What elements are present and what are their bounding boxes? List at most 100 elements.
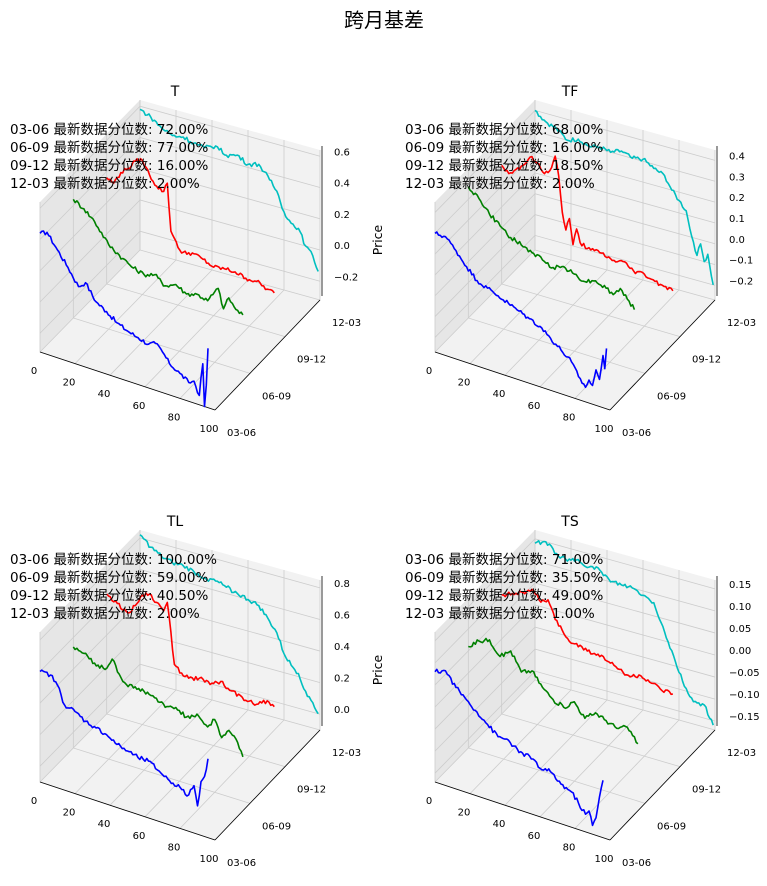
y-gridline	[534, 100, 716, 301]
panel-title: T	[170, 84, 180, 100]
y-gridline	[106, 564, 286, 768]
z-tick-label: −0.10	[729, 690, 760, 701]
quantile-annotation: 09-12 最新数据分位数: 18.50%	[405, 158, 604, 174]
quantile-annotation: 12-03 最新数据分位数: 2.00%	[10, 176, 200, 192]
y-tick-label: 03-06	[227, 858, 256, 869]
series-line-09-12	[501, 155, 674, 292]
y-axis-line	[214, 299, 321, 411]
quantile-annotation: 03-06 最新数据分位数: 71.00%	[405, 552, 604, 568]
panel-title: TS	[560, 514, 579, 530]
left-pane	[435, 100, 535, 352]
y-tick-label: 06-09	[657, 391, 686, 402]
series-line-06-09	[72, 198, 244, 316]
y-tick-label: 09-12	[692, 785, 721, 796]
quantile-annotation: 06-09 最新数据分位数: 35.50%	[405, 570, 604, 586]
x-tick-label: 80	[563, 412, 576, 423]
panel-title: TL	[166, 514, 184, 530]
quantile-annotation: 12-03 最新数据分位数: 1.00%	[405, 606, 595, 622]
z-tick-label: 0.4	[334, 179, 350, 190]
z-tick-label: 0.4	[334, 642, 350, 653]
z-gridline	[434, 648, 716, 752]
z-tick-label: 0.05	[729, 624, 751, 635]
x-tick-label: 40	[98, 389, 111, 400]
x-tick-label: 100	[594, 424, 613, 435]
z-gridline	[434, 234, 716, 338]
z-gridline	[39, 230, 321, 334]
x-axis-line	[434, 781, 611, 841]
quantile-annotation: 03-06 最新数据分位数: 100.00%	[10, 552, 217, 568]
x-tick-label: 20	[63, 378, 76, 389]
floor-pane	[435, 250, 715, 410]
y-gridline	[467, 168, 646, 374]
quantile-annotation: 12-03 最新数据分位数: 2.00%	[10, 606, 200, 622]
back-pane	[140, 530, 320, 730]
series-line-12-03	[534, 109, 714, 286]
z-gridline	[434, 193, 716, 297]
x-tick-label: 100	[199, 424, 218, 435]
series-line-09-12	[106, 592, 275, 708]
z-axis-label: Price	[370, 224, 385, 255]
x-tick-label: 20	[63, 808, 76, 819]
y-tick-label: 12-03	[727, 318, 756, 329]
series-line-06-09	[468, 637, 639, 745]
y-gridline	[501, 134, 681, 338]
z-gridline	[434, 626, 716, 730]
z-tick-label: 0.0	[729, 235, 745, 246]
y-gridline	[139, 530, 321, 731]
x-tick-label: 80	[563, 842, 576, 853]
z-tick-label: 0.3	[729, 172, 745, 183]
y-gridline	[467, 598, 646, 804]
quantile-annotation: 06-09 最新数据分位数: 59.00%	[10, 570, 209, 586]
y-tick-label: 12-03	[727, 748, 756, 759]
x-tick-label: 0	[31, 796, 37, 807]
z-tick-label: 0.4	[729, 151, 745, 162]
z-gridline	[39, 168, 321, 272]
z-gridline	[434, 582, 716, 686]
z-tick-label: 0.10	[729, 602, 751, 613]
x-axis-line	[39, 781, 216, 841]
series-line-12-03	[534, 540, 714, 726]
x-tick-label: 40	[493, 819, 506, 830]
series-line-06-09	[467, 186, 636, 310]
x-axis-line	[434, 351, 611, 411]
x-axis-line	[39, 351, 216, 411]
x-tick-label: 20	[458, 808, 471, 819]
x-tick-label: 60	[528, 831, 541, 842]
quantile-annotation: 12-03 最新数据分位数: 2.00%	[405, 176, 595, 192]
z-tick-label: −0.1	[729, 256, 753, 267]
quantile-annotation: 03-06 最新数据分位数: 72.00%	[10, 122, 209, 138]
x-tick-label: 20	[458, 378, 471, 389]
series-line-06-09	[72, 646, 244, 758]
z-tick-label: 0.0	[334, 705, 350, 716]
series-line-03-06	[434, 668, 604, 827]
x-tick-label: 80	[168, 412, 181, 423]
z-axis-label: Price	[765, 654, 767, 685]
quantile-annotation: 09-12 最新数据分位数: 40.50%	[10, 588, 209, 604]
z-gridline	[434, 151, 716, 255]
quantile-annotation: 09-12 最新数据分位数: 49.00%	[405, 588, 604, 604]
x-tick-label: 0	[31, 366, 37, 377]
y-axis-line	[609, 729, 716, 841]
z-gridline	[434, 670, 716, 774]
x-tick-label: 60	[528, 401, 541, 412]
z-tick-label: 0.0	[334, 241, 350, 252]
y-gridline	[501, 564, 681, 768]
z-tick-label: −0.2	[729, 276, 753, 287]
z-axis-label: Price	[370, 654, 385, 685]
y-tick-label: 06-09	[262, 821, 291, 832]
series-line-09-12	[501, 588, 674, 696]
y-tick-label: 12-03	[332, 748, 361, 759]
z-tick-label: 0.6	[334, 147, 350, 158]
chart-panel-TF: 0 20 40 60 80 100 03-06 06-09 09-12 12-03 −0.2 −0.1…	[405, 84, 767, 439]
y-tick-label: 09-12	[692, 355, 721, 366]
quantile-annotation: 06-09 最新数据分位数: 16.00%	[405, 140, 604, 156]
z-gridline	[434, 560, 716, 664]
y-tick-label: 09-12	[297, 355, 326, 366]
y-tick-label: 06-09	[657, 821, 686, 832]
z-gridline	[39, 537, 321, 641]
z-axis-label: Price	[765, 224, 767, 255]
series-line-12-03	[139, 108, 319, 272]
y-tick-label: 03-06	[622, 428, 651, 439]
z-gridline	[39, 105, 321, 209]
z-tick-label: 0.15	[729, 580, 751, 591]
